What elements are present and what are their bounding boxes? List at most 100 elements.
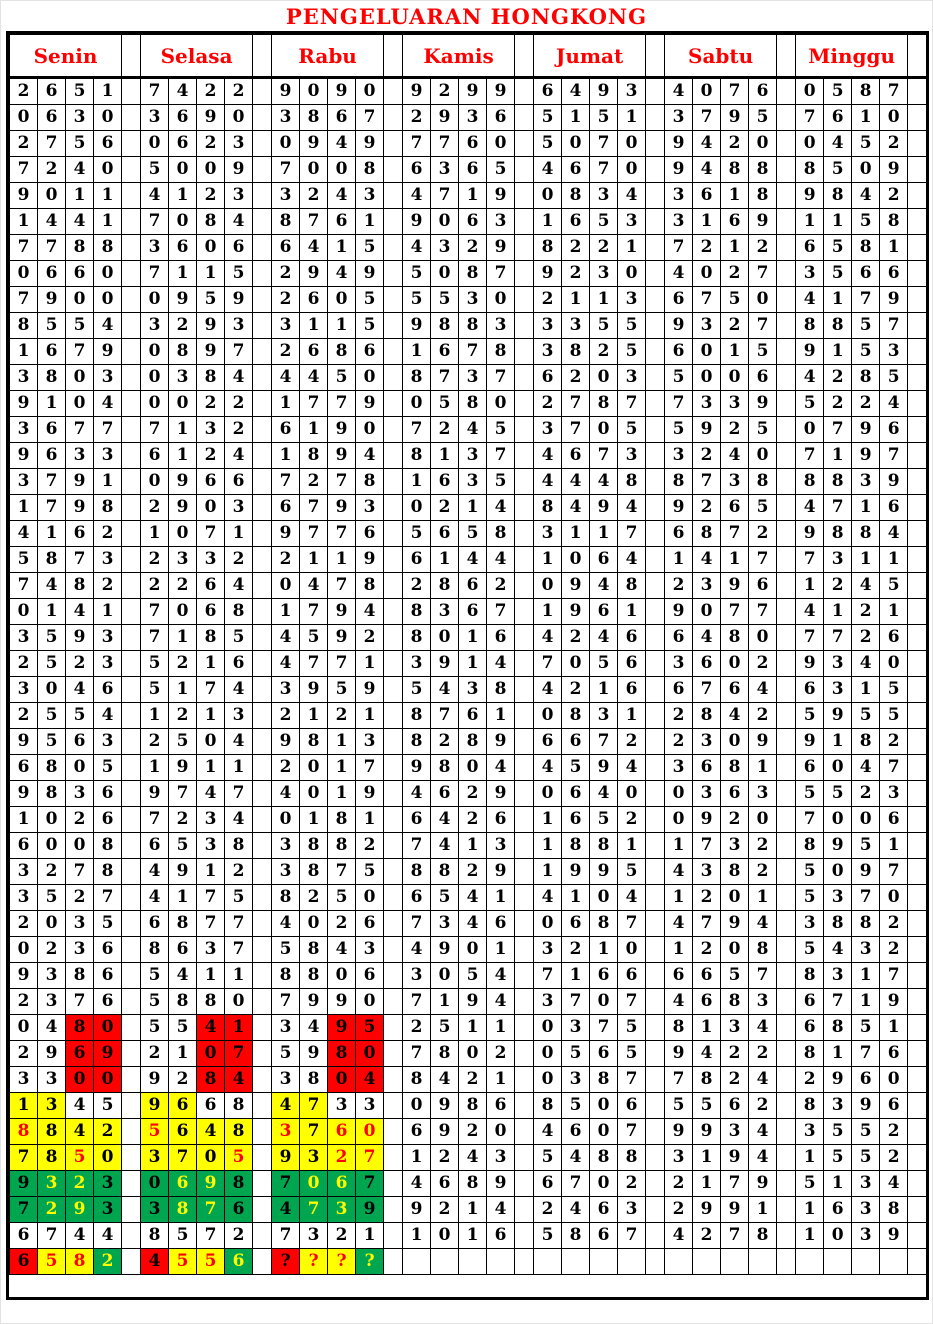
digit-cell: 0	[823, 806, 853, 833]
separator-cell	[252, 936, 273, 963]
digit-cell: 9	[664, 130, 694, 157]
digit-cell: 3	[65, 442, 94, 469]
digit-cell: 6	[355, 962, 385, 989]
digit-cell: 4	[430, 1066, 460, 1093]
digit-cell: 4	[9, 520, 38, 547]
digit-cell: 9	[168, 858, 198, 885]
digit-cell: 0	[458, 1040, 488, 1067]
digit-cell: 1	[748, 1196, 778, 1223]
digit-cell: 5	[224, 260, 254, 287]
digit-cell: 4	[196, 1118, 226, 1145]
digit-cell: 9	[402, 208, 432, 235]
digit-cell: 6	[355, 520, 385, 547]
digit-cell: 9	[140, 1066, 170, 1093]
separator-cell	[252, 260, 273, 287]
digit-cell: 1	[299, 416, 329, 443]
digit-cell: 7	[140, 260, 170, 287]
separator-cell	[383, 780, 404, 807]
digit-cell: 3	[617, 286, 647, 313]
digit-cell: 7	[589, 130, 619, 157]
digit-cell: 4	[561, 1196, 591, 1223]
digit-cell: 8	[458, 260, 488, 287]
digit-cell: 8	[748, 182, 778, 209]
digit-cell: 1	[271, 598, 301, 625]
digit-cell: 4	[224, 676, 254, 703]
digit-cell: 1	[823, 286, 853, 313]
digit-cell: 6	[92, 676, 123, 703]
digit-cell: 4	[458, 546, 488, 573]
separator-cell	[383, 1248, 404, 1275]
digit-cell: 4	[748, 910, 778, 937]
separator-cell	[121, 1144, 142, 1171]
separator-cell	[776, 520, 797, 547]
digit-cell: 7	[617, 1118, 647, 1145]
digit-cell: 4	[355, 598, 385, 625]
digit-cell: 8	[823, 312, 853, 339]
separator-cell	[383, 546, 404, 573]
digit-cell: 7	[486, 364, 516, 391]
separator-cell	[907, 130, 928, 157]
digit-cell: 7	[795, 546, 825, 573]
separator-cell	[645, 234, 666, 261]
digit-cell: 5	[402, 286, 432, 313]
separator-cell	[645, 260, 666, 287]
separator-cell	[907, 598, 928, 625]
separator-cell	[776, 286, 797, 313]
separator-cell	[252, 156, 273, 183]
digit-cell: 9	[430, 650, 460, 677]
digit-cell: 2	[692, 234, 722, 261]
digit-cell: 8	[37, 546, 66, 573]
digit-cell: 1	[196, 754, 226, 781]
digit-cell: 7	[9, 572, 38, 599]
digit-cell: 7	[692, 104, 722, 131]
digit-cell: 7	[823, 624, 853, 651]
digit-cell: 6	[224, 234, 254, 261]
digit-cell: 9	[486, 1170, 516, 1197]
digit-cell: 3	[692, 780, 722, 807]
digit-cell: 9	[748, 1170, 778, 1197]
separator-cell	[645, 156, 666, 183]
digit-cell: 8	[795, 1040, 825, 1067]
digit-cell: 4	[327, 130, 357, 157]
digit-cell: 2	[299, 182, 329, 209]
digit-cell: 1	[823, 338, 853, 365]
digit-cell: 8	[692, 702, 722, 729]
digit-cell: 8	[327, 338, 357, 365]
digit-cell: 8	[355, 156, 385, 183]
digit-cell: 8	[617, 468, 647, 495]
separator-cell	[121, 520, 142, 547]
digit-cell: 4	[327, 260, 357, 287]
separator-cell	[514, 676, 535, 703]
digit-cell: 1	[617, 832, 647, 859]
digit-cell: 8	[224, 1118, 254, 1145]
digit-cell: 4	[327, 182, 357, 209]
digit-cell: 8	[196, 988, 226, 1015]
digit-cell: 9	[65, 494, 94, 521]
digit-cell: 9	[355, 390, 385, 417]
digit-cell: 7	[458, 338, 488, 365]
digit-cell: 6	[9, 832, 38, 859]
digit-cell: 5	[355, 1014, 385, 1041]
digit-cell: 3	[299, 1144, 329, 1171]
empty-cell	[692, 1248, 722, 1275]
digit-cell: 7	[196, 676, 226, 703]
digit-cell: 0	[65, 1066, 94, 1093]
digit-cell: 4	[851, 650, 881, 677]
digit-cell: 6	[402, 1118, 432, 1145]
separator-cell	[121, 494, 142, 521]
digit-cell: 4	[402, 936, 432, 963]
digit-cell: 8	[402, 1066, 432, 1093]
separator-cell	[907, 364, 928, 391]
digit-cell: 8	[299, 728, 329, 755]
digit-cell: 1	[851, 676, 881, 703]
digit-cell: 1	[9, 1092, 38, 1119]
digit-cell: 3	[196, 546, 226, 573]
digit-cell: 2	[851, 598, 881, 625]
digit-cell: 2	[486, 1040, 516, 1067]
digit-cell: 4	[402, 780, 432, 807]
separator-cell	[383, 858, 404, 885]
header-separator-cell	[907, 34, 928, 79]
digit-cell: 5	[589, 806, 619, 833]
